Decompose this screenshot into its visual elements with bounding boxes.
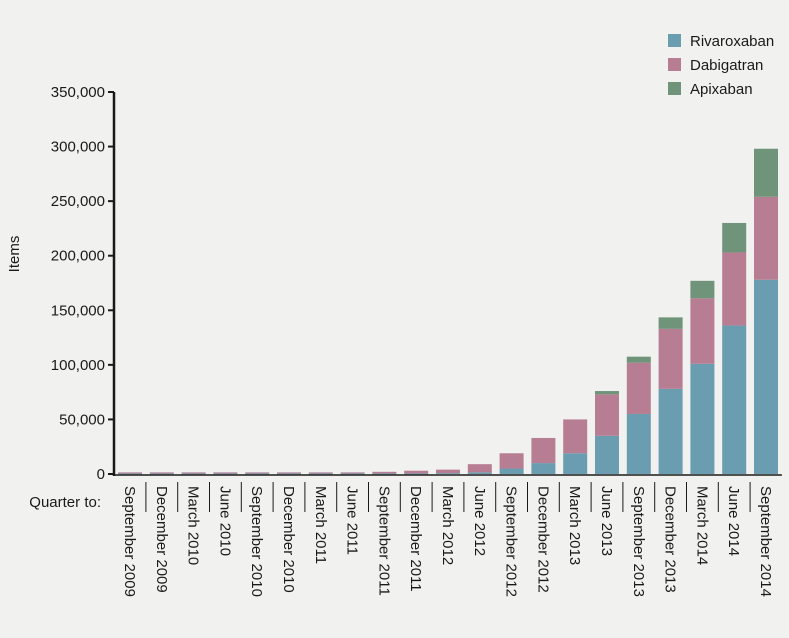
bar-segment (563, 419, 588, 454)
bar-segment (308, 472, 333, 474)
legend-swatch (668, 58, 681, 71)
x-tick-label: September 2011 (375, 486, 392, 596)
x-axis: September 2009 December 2009 March 2010 Jun… (114, 474, 782, 597)
y-axis: 0 50,000 100,000 150,000 200,000 250,000 300,0… (51, 84, 116, 483)
x-tick-label: December 2012 (534, 486, 551, 593)
bar-segment (754, 148, 778, 197)
x-tick-label: September 2012 (503, 486, 520, 597)
x-tick-label: March 2010 (185, 486, 202, 565)
bar-segment (340, 472, 365, 474)
legend: Rivaroxaban Dabigatran Apixaban (668, 33, 774, 98)
bar-segment (722, 252, 747, 326)
bar-segment (308, 473, 333, 475)
bar-segment (245, 472, 270, 474)
bar-segment (690, 298, 715, 364)
bar-segment (499, 453, 524, 469)
bar-segment (690, 280, 715, 299)
bar-segment (149, 472, 174, 474)
legend-label: Apixaban (690, 81, 753, 98)
bar-segment (722, 222, 747, 253)
y-tick-label: 50,000 (59, 411, 105, 428)
x-tick-label: September 2013 (630, 486, 647, 597)
bar-segment (277, 473, 301, 475)
bar-segment (340, 473, 365, 475)
bar-segment (245, 473, 270, 475)
x-tick-label: December 2011 (407, 486, 424, 592)
bar-segment (467, 464, 492, 473)
bar-segment (658, 388, 683, 474)
x-tick-label: December 2009 (153, 486, 170, 593)
y-tick-label: 350,000 (51, 84, 105, 101)
bar-segment (372, 473, 397, 475)
x-tick-label: September 2014 (757, 486, 774, 597)
bar-segment (436, 469, 460, 474)
bar-segment (499, 468, 524, 474)
bar-segment (531, 463, 556, 474)
bar-segment (626, 362, 651, 414)
legend-swatch (668, 82, 681, 95)
x-tick-label: June 2012 (471, 486, 488, 556)
x-axis-label: Quarter to: (29, 494, 101, 511)
y-tick-label: 250,000 (51, 193, 105, 210)
bar-segment (626, 356, 651, 363)
bar-segment (467, 472, 492, 474)
x-tick-label: December 2013 (662, 486, 679, 593)
bar-segment (181, 472, 206, 474)
x-tick-label: September 2010 (248, 486, 265, 597)
y-tick-label: 0 (97, 466, 105, 483)
x-tick-label: June 2014 (725, 486, 742, 556)
bar-segment (658, 317, 683, 329)
bar-segment (595, 391, 619, 395)
x-tick-label: March 2014 (693, 486, 710, 565)
x-tick-label: June 2011 (344, 486, 361, 555)
bar-segment (563, 453, 588, 474)
x-tick-label: March 2013 (566, 486, 583, 565)
bar-segment (404, 473, 429, 475)
bar-segment (595, 435, 619, 474)
bar-segment (149, 473, 174, 475)
bar-segment (213, 472, 238, 474)
bar-segment (658, 328, 683, 389)
x-tick-label: June 2010 (216, 486, 233, 556)
bar-segment (181, 473, 206, 475)
x-tick-label: June 2013 (598, 486, 615, 556)
legend-label: Dabigatran (690, 57, 763, 74)
bar-segment (722, 325, 747, 474)
bar-segment (531, 437, 556, 464)
y-tick-label: 100,000 (51, 357, 105, 374)
x-tick-label: December 2010 (280, 486, 297, 593)
legend-label: Rivaroxaban (690, 33, 774, 50)
bar-segment (213, 473, 238, 475)
bar-segment (690, 363, 715, 474)
bar-segment (404, 470, 429, 474)
bar-segment (118, 472, 142, 474)
y-tick-label: 150,000 (51, 302, 105, 319)
bar-segment (595, 394, 619, 436)
bar-segment (626, 413, 651, 474)
bar-segment (277, 472, 301, 474)
y-axis-label: Items (6, 236, 23, 273)
x-tick-label: September 2009 (121, 486, 138, 597)
y-tick-label: 300,000 (51, 139, 105, 156)
bar-segment (754, 279, 778, 474)
bar-segment (754, 196, 778, 280)
legend-swatch (668, 34, 681, 47)
bars (118, 148, 778, 475)
x-tick-label: March 2012 (439, 486, 456, 565)
bar-segment (372, 471, 397, 474)
x-tick-label: March 2011 (312, 486, 329, 564)
bar-segment (436, 473, 460, 474)
y-tick-label: 200,000 (51, 248, 105, 265)
bar-segment (118, 473, 142, 475)
